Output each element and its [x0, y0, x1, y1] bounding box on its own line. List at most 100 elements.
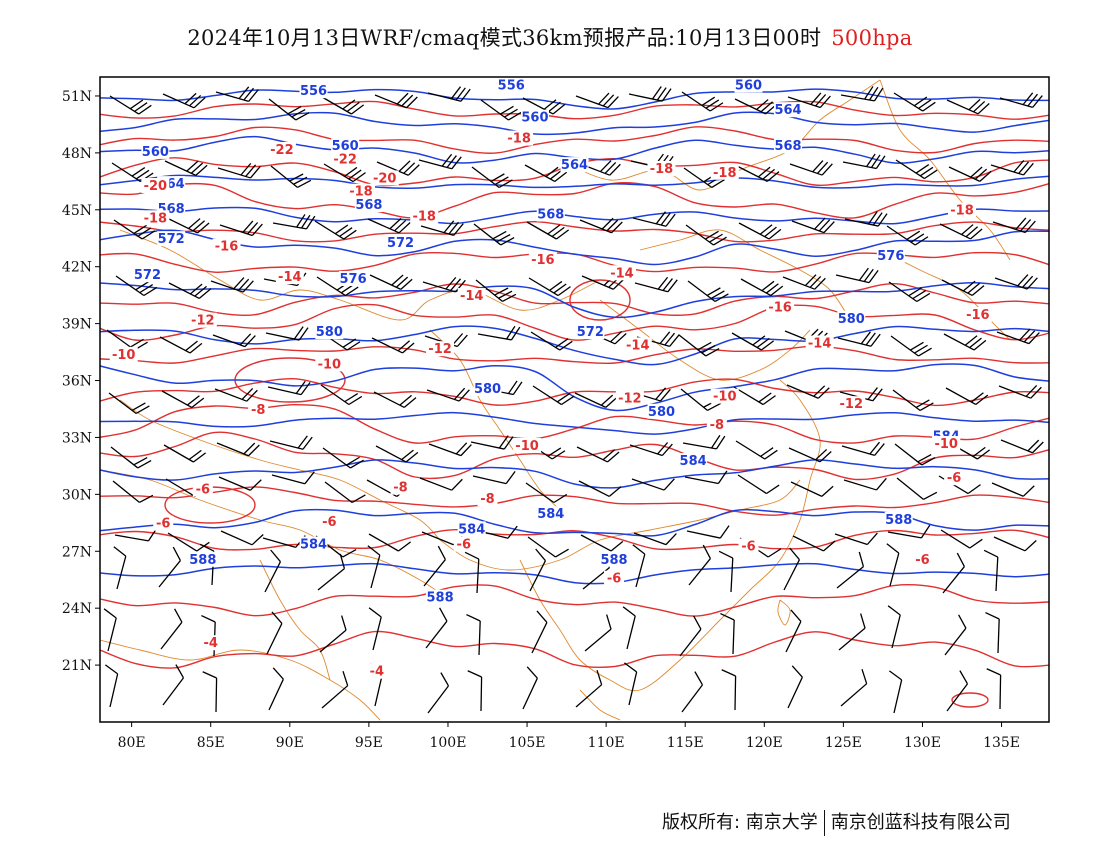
- wind-barb: [843, 477, 887, 491]
- boundary-line: [777, 599, 791, 626]
- wind-barb: [427, 672, 450, 714]
- geopotential-label: 568: [774, 139, 801, 154]
- lon-tick-label: 95E: [355, 735, 383, 751]
- geopotential-label-bg: [647, 403, 676, 419]
- lat-tick-label: 36N: [62, 374, 92, 390]
- wind-barb: [271, 471, 315, 485]
- wind-barb: [472, 470, 516, 485]
- wind-barb: [368, 607, 382, 651]
- temperature-label-bg: [912, 551, 933, 567]
- wind-barb: [634, 276, 678, 293]
- lat-tick-label: 30N: [62, 487, 92, 503]
- wind-barb: [836, 551, 865, 589]
- temperature-label: -4: [370, 665, 384, 680]
- temperature-label: -14: [610, 266, 634, 281]
- temperature-label: -10: [934, 437, 958, 452]
- wind-barbs: [103, 86, 1044, 714]
- temperature-label: -18: [507, 132, 531, 147]
- geopotential-label: 572: [134, 268, 161, 283]
- temperature-label: -4: [203, 636, 217, 651]
- wind-barb: [681, 671, 704, 713]
- temperature-label-bg: [192, 481, 213, 497]
- wind-barb: [575, 92, 619, 109]
- wind-barb: [835, 267, 879, 284]
- temperature-label: -16: [215, 240, 239, 255]
- wind-barb: [946, 98, 990, 115]
- wind-barb: [789, 160, 833, 176]
- wind-barb: [266, 611, 283, 655]
- wind-barb: [269, 435, 313, 450]
- wind-barb: [158, 546, 181, 588]
- temperature-label: -8: [393, 481, 407, 496]
- temperature-label: -8: [710, 418, 724, 433]
- temperature-label: -6: [322, 515, 336, 530]
- lon-tick-label: 115E: [667, 735, 704, 751]
- temperature-label-bg: [963, 307, 992, 323]
- wind-barb: [790, 481, 834, 497]
- wind-barb: [892, 389, 934, 412]
- temperature-closed-contour: [569, 279, 631, 321]
- wind-barb: [678, 334, 720, 357]
- temperature-label-bg: [477, 491, 498, 507]
- wind-barb: [426, 387, 470, 402]
- temperature-label: -18: [144, 211, 168, 226]
- geopotential-label-bg: [299, 536, 328, 552]
- temperature-label-bg: [315, 356, 344, 372]
- wind-barb: [785, 609, 802, 653]
- map-frame: [99, 76, 1050, 723]
- temperature-label-bg: [248, 401, 269, 417]
- temperature-label: -8: [251, 403, 265, 418]
- wind-barb: [265, 326, 309, 341]
- temperature-contour: [100, 403, 1049, 444]
- geopotential-label-bg: [560, 157, 589, 173]
- temperature-label: -18: [713, 166, 737, 181]
- geopotential-label: 556: [498, 78, 525, 93]
- temperature-label: -10: [515, 439, 539, 454]
- wind-barb: [890, 335, 932, 357]
- wind-barb: [787, 665, 803, 709]
- temperature-label: -12: [618, 392, 642, 407]
- lat-tick-label: 45N: [62, 203, 92, 219]
- wind-barb: [990, 159, 1034, 176]
- temperature-contour: [100, 528, 1049, 551]
- wind-barb: [112, 480, 154, 503]
- geopotential-contour: [100, 206, 1049, 225]
- wind-barb: [371, 337, 415, 354]
- lon-tick-label: 135E: [983, 735, 1020, 751]
- wind-barb: [163, 444, 207, 463]
- temperature-contour: [100, 182, 1049, 219]
- boundary-line: [599, 299, 811, 381]
- wind-barb: [940, 529, 983, 549]
- lat-tick-label: 27N: [62, 544, 92, 560]
- wind-barb: [791, 217, 835, 234]
- wind-barb: [423, 545, 446, 587]
- wind-barb: [840, 668, 868, 707]
- geopotential-label-bg: [133, 267, 162, 283]
- geopotential-contour: [100, 88, 1049, 110]
- lat-tick-label: 39N: [62, 317, 92, 333]
- wind-barb: [317, 553, 346, 591]
- wind-barb: [740, 278, 784, 297]
- wind-barb: [679, 615, 702, 657]
- title-main: 2024年10月13日WRF/cmaq模式36km预报产品:10月13日00时: [187, 26, 822, 50]
- temperature-label-bg: [944, 470, 965, 486]
- wind-barb: [631, 478, 675, 491]
- geopotential-label: 568: [537, 207, 564, 222]
- temperature-label: -10: [112, 348, 136, 363]
- geopotential-label-bg: [837, 310, 866, 326]
- geopotential-label: 588: [189, 553, 216, 568]
- wind-barb: [418, 153, 462, 170]
- geopotential-label-bg: [536, 506, 565, 522]
- wind-barb: [991, 482, 1035, 497]
- wind-barb: [529, 548, 547, 592]
- lon-tick-label: 90E: [276, 735, 304, 751]
- wind-barb: [466, 613, 481, 656]
- geopotential-label: 584: [680, 454, 707, 469]
- temperature-label-bg: [837, 396, 866, 412]
- temperature-label-bg: [426, 341, 455, 357]
- wind-barb: [894, 443, 936, 466]
- temperature-label-bg: [212, 238, 241, 254]
- wind-barb: [368, 533, 412, 552]
- wind-barb: [896, 477, 938, 500]
- wind-barb: [681, 91, 724, 112]
